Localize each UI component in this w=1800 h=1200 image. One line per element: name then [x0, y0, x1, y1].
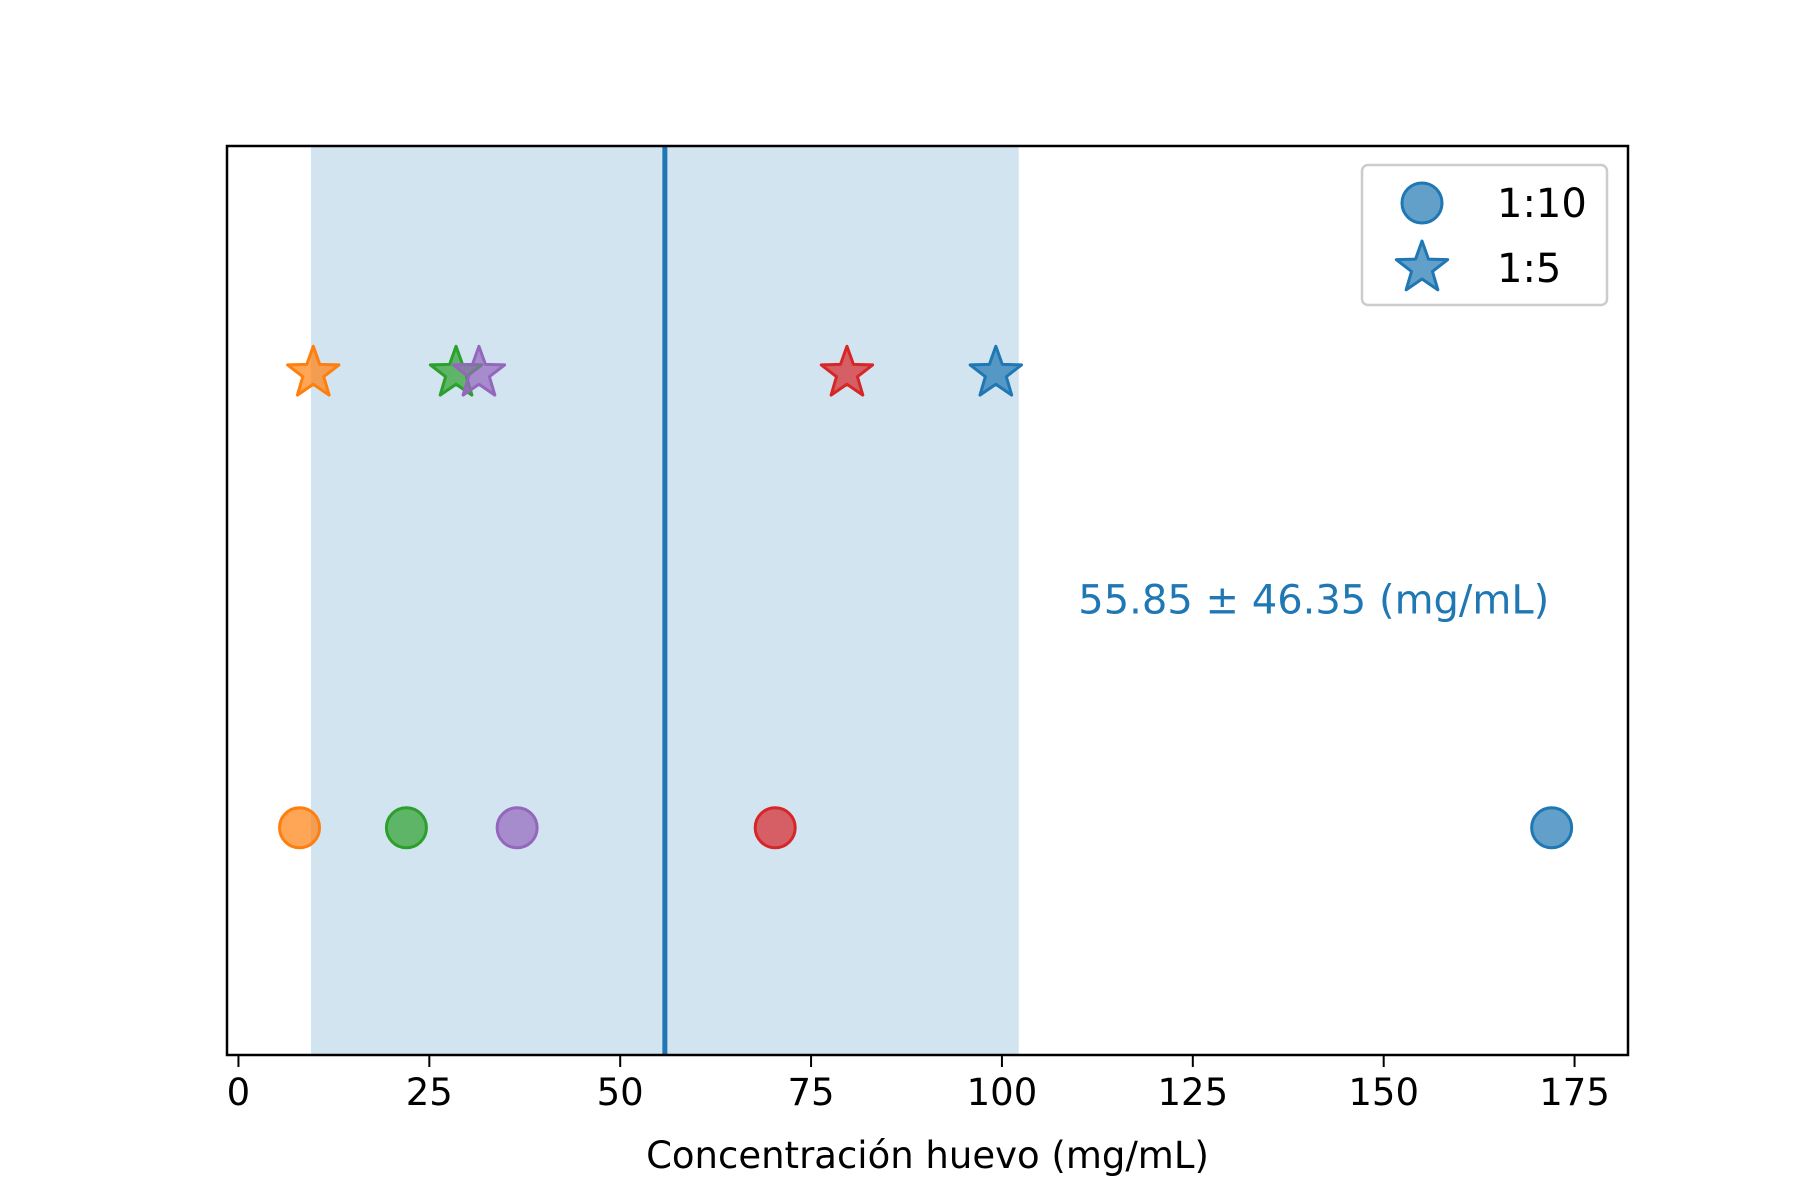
- x-tick-label-3: 75: [788, 1071, 835, 1114]
- mean-std-annotation: 55.85 ± 46.35 (mg/mL): [1078, 578, 1549, 624]
- point-star-0: [286, 344, 341, 397]
- legend-label-0: 1:10: [1497, 181, 1587, 227]
- point-circle-0: [278, 806, 322, 850]
- legend-label-1: 1:5: [1497, 246, 1561, 292]
- point-circle-2: [495, 806, 539, 850]
- x-axis-ticks: 0 25 50 75 100 125 150 175: [227, 1055, 1610, 1114]
- legend-star-icon: [1394, 239, 1450, 292]
- point-star-3: [819, 344, 875, 397]
- point-star-2: [451, 344, 507, 397]
- legend-circle-icon: [1400, 181, 1444, 225]
- x-tick-label-0: 0: [227, 1071, 251, 1114]
- point-circle-3: [753, 806, 797, 850]
- x-tick-label-4: 100: [967, 1071, 1038, 1114]
- point-star-4: [968, 344, 1024, 397]
- point-circle-1: [384, 806, 428, 850]
- x-tick-label-7: 175: [1539, 1071, 1610, 1114]
- plot-layer: [225, 144, 1630, 1057]
- x-tick-label-2: 50: [597, 1071, 644, 1114]
- x-axis-label: Concentración huevo (mg/mL): [646, 1134, 1209, 1177]
- x-tick-label-1: 25: [406, 1071, 453, 1114]
- legend: 1:10 1:5: [1360, 163, 1609, 307]
- point-circle-4: [1530, 806, 1574, 850]
- plot-frame: [225, 144, 1630, 1057]
- x-tick-label-5: 125: [1157, 1071, 1228, 1114]
- x-tick-label-6: 150: [1348, 1071, 1419, 1114]
